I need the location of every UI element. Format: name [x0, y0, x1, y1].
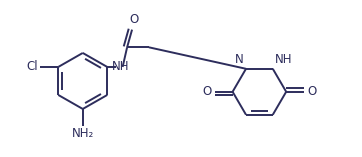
Text: NH: NH — [275, 53, 292, 66]
Text: Cl: Cl — [27, 60, 38, 73]
Text: N: N — [235, 53, 244, 66]
Text: NH: NH — [111, 60, 129, 73]
Text: NH₂: NH₂ — [72, 127, 94, 140]
Text: O: O — [307, 85, 316, 98]
Text: O: O — [202, 85, 212, 98]
Text: O: O — [130, 13, 139, 26]
